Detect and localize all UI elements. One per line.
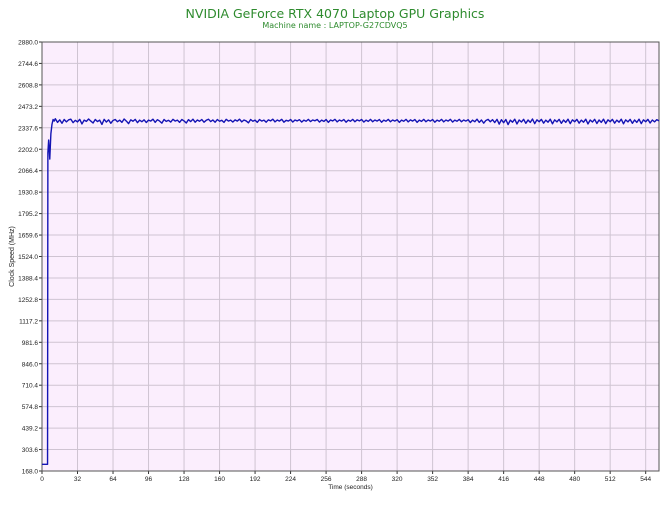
y-tick-label: 2744.6 [18, 61, 38, 68]
x-tick-label: 320 [392, 476, 403, 483]
y-tick-label: 1930.8 [18, 190, 38, 197]
x-tick-label: 352 [427, 476, 438, 483]
chart-title: NVIDIA GeForce RTX 4070 Laptop GPU Graph… [185, 6, 485, 21]
y-tick-label: 168.0 [22, 469, 39, 476]
y-tick-label: 1388.4 [18, 275, 38, 282]
y-tick-label: 846.0 [22, 361, 39, 368]
x-tick-label: 0 [40, 476, 44, 483]
x-tick-label: 288 [356, 476, 367, 483]
y-axis-label: Clock Speed (MHz) [9, 226, 16, 287]
x-tick-label: 32 [74, 476, 82, 483]
x-tick-label: 512 [605, 476, 616, 483]
x-axis-label: Time (seconds) [328, 484, 373, 491]
y-tick-label: 574.8 [22, 404, 39, 411]
y-tick-label: 2202.0 [18, 147, 38, 154]
y-tick-label: 981.6 [22, 340, 39, 347]
chart-subtitle: Machine name : LAPTOP-G27CDVQ5 [262, 21, 408, 30]
y-tick-label: 439.2 [22, 426, 39, 433]
x-tick-label: 384 [463, 476, 474, 483]
y-tick-label: 1252.8 [18, 297, 38, 304]
y-tick-label: 710.4 [22, 383, 39, 390]
y-tick-label: 1795.2 [18, 211, 38, 218]
series-line [42, 118, 660, 466]
y-tick-label: 2880.0 [18, 40, 38, 47]
y-tick-label: 2066.4 [18, 168, 38, 175]
y-tick-label: 2608.8 [18, 82, 38, 89]
plot-border [41, 41, 660, 472]
y-tick-label: 2337.6 [18, 125, 38, 132]
y-tick-label: 2473.2 [18, 104, 38, 111]
x-tick-label: 544 [640, 476, 651, 483]
y-tick-label: 303.6 [22, 447, 39, 454]
y-tick-label: 1117.2 [19, 318, 38, 325]
x-tick-label: 256 [321, 476, 332, 483]
x-tick-label: 192 [250, 476, 261, 483]
x-tick-label: 448 [534, 476, 545, 483]
x-tick-label: 96 [145, 476, 153, 483]
x-tick-label: 224 [285, 476, 296, 483]
x-tick-label: 128 [179, 476, 190, 483]
y-tick-label: 1524.0 [18, 254, 38, 261]
x-tick-label: 64 [109, 476, 117, 483]
x-tick-label: 480 [569, 476, 580, 483]
y-tick-label: 1659.6 [18, 233, 38, 240]
x-tick-label: 416 [498, 476, 509, 483]
x-tick-label: 160 [214, 476, 225, 483]
